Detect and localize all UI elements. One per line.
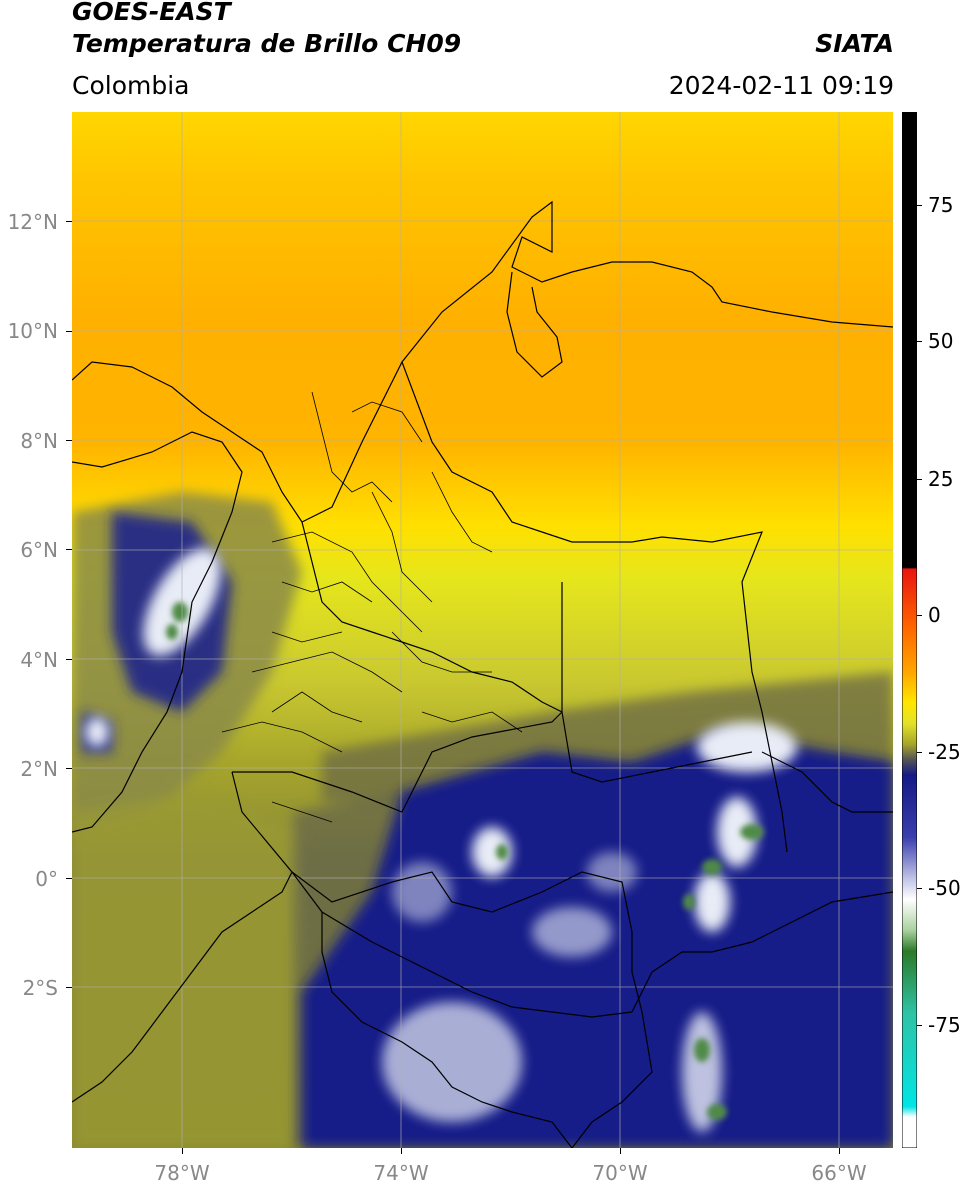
colorbar-tick bbox=[917, 341, 922, 342]
lat-label: 4°N bbox=[20, 648, 58, 672]
colorbar-tick bbox=[917, 205, 922, 206]
lat-tick bbox=[66, 331, 72, 332]
region-label: Colombia bbox=[72, 71, 190, 100]
colorbar-label: 25 bbox=[928, 467, 954, 491]
colorbar-label: -75 bbox=[928, 1013, 961, 1037]
lon-tick bbox=[182, 1148, 183, 1154]
datetime-label: 2024-02-11 09:19 bbox=[668, 71, 894, 100]
cold-cores bbox=[166, 602, 764, 1120]
lat-tick bbox=[66, 221, 72, 222]
lon-tick bbox=[620, 1148, 621, 1154]
colorbar-label: 0 bbox=[928, 603, 941, 627]
lon-label: 78°W bbox=[154, 1161, 210, 1185]
lon-label: 74°W bbox=[373, 1161, 429, 1185]
title-line-2: Temperatura de Brillo CH09 bbox=[72, 29, 462, 58]
boundaries bbox=[72, 200, 893, 1148]
lat-tick bbox=[66, 768, 72, 769]
grid bbox=[72, 112, 893, 1148]
lat-tick bbox=[66, 659, 72, 660]
lat-label: 8°N bbox=[20, 429, 58, 453]
lat-tick bbox=[66, 549, 72, 550]
brand-label: SIATA bbox=[815, 29, 894, 58]
lat-label: 10°N bbox=[7, 319, 58, 343]
lat-label: 12°N bbox=[7, 210, 58, 234]
lon-tick bbox=[401, 1148, 402, 1154]
lat-tick bbox=[66, 987, 72, 988]
colorbar-label: 50 bbox=[928, 329, 954, 353]
colorbar-tick bbox=[917, 1025, 922, 1026]
lat-tick bbox=[66, 440, 72, 441]
lat-label: 6°N bbox=[20, 538, 58, 562]
colorbar-tick bbox=[917, 888, 922, 889]
lat-label: 2°S bbox=[22, 976, 58, 1000]
colorbar-tick bbox=[917, 479, 922, 480]
satellite-map bbox=[72, 112, 893, 1148]
title-line-1: GOES-EAST bbox=[72, 0, 231, 26]
colorbar-label: -50 bbox=[928, 876, 961, 900]
lat-tick bbox=[66, 878, 72, 879]
lon-label: 66°W bbox=[811, 1161, 867, 1185]
lon-label: 70°W bbox=[592, 1161, 648, 1185]
colorbar bbox=[902, 112, 917, 1148]
department-borders bbox=[221, 391, 523, 823]
cloud-tops bbox=[85, 548, 797, 1132]
colorbar-tick bbox=[917, 615, 922, 616]
lon-tick bbox=[839, 1148, 840, 1154]
lat-label: 0° bbox=[35, 867, 58, 891]
lat-label: 2°N bbox=[20, 757, 58, 781]
colorbar-label: -25 bbox=[928, 740, 961, 764]
colorbar-label: 75 bbox=[928, 193, 954, 217]
colorbar-tick bbox=[917, 752, 922, 753]
